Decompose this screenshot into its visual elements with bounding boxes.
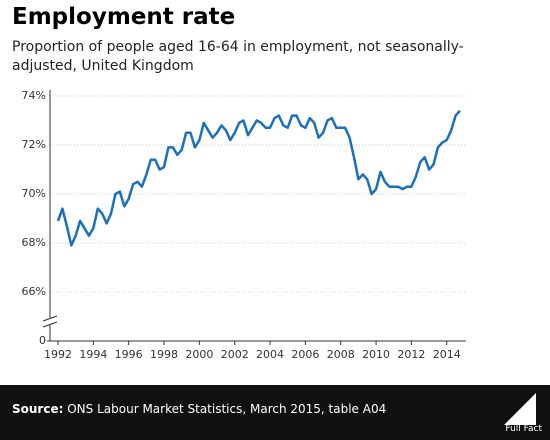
x-tick-label: 2002 [221,348,249,361]
source-text: ONS Labour Market Statistics, March 2015… [67,402,387,416]
x-tick-label: 1994 [79,348,107,361]
data-line [56,109,461,247]
y-tick-label: 66% [22,285,46,298]
x-tick-label: 2010 [362,348,390,361]
y-tick-label: 0 [39,334,46,347]
logo: Full Fact [505,424,542,434]
x-tick-label: 2006 [291,348,319,361]
x-tick-label: 1998 [150,348,178,361]
chart-subtitle: Proportion of people aged 16-64 in emplo… [12,39,464,74]
y-tick-label: 74% [22,89,46,102]
axis-break [42,315,58,322]
x-tick-label: 1996 [115,348,143,361]
x-tick-label: 2014 [433,348,461,361]
axis-break [42,321,58,328]
x-tick-label: 2008 [327,348,355,361]
x-tick-label: 2000 [185,348,213,361]
y-tick-label: 68% [22,236,46,249]
logo-mark [504,393,536,425]
chart: 0 66% 68% 70% 72% 74% 1992 1994 1996 1998 2000 2002… [22,89,466,361]
x-tick-label: 2004 [256,348,284,361]
axis-break-gap [48,318,53,324]
y-tick-label: 72% [22,138,46,151]
footer: Source: ONS Labour Market Statistics, Ma… [0,385,550,440]
y-tick-label: 70% [22,187,46,200]
chart-title: Employment rate [12,4,236,30]
source-label: Source: [12,402,64,416]
x-tick-label: 1992 [44,348,72,361]
x-tick-label: 2012 [397,348,425,361]
source: Source: ONS Labour Market Statistics, Ma… [12,402,386,416]
